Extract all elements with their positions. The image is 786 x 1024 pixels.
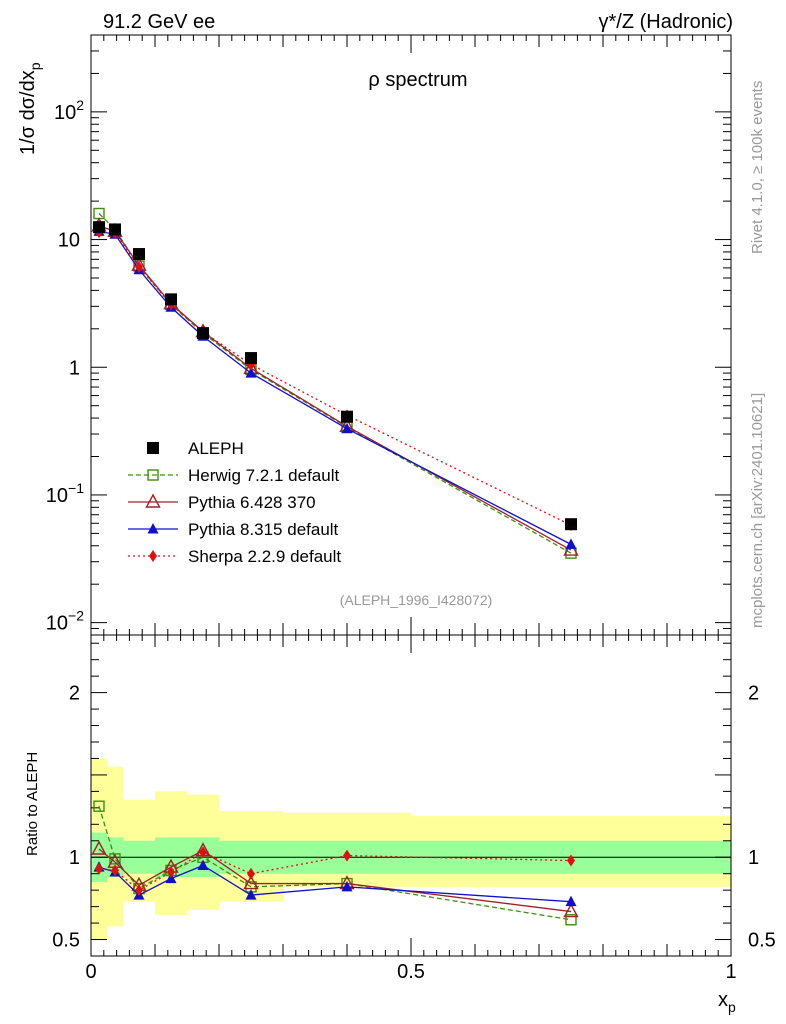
ratio-point — [167, 866, 175, 879]
ratio-tick-label-left: 0.5 — [52, 930, 80, 952]
ratio-point — [93, 800, 105, 812]
series-point — [565, 538, 577, 549]
data-point — [565, 518, 577, 531]
ratio-tick-label-left: 1 — [69, 847, 80, 869]
analysis-id: (ALEPH_1996_I428072) — [340, 592, 493, 608]
ratio-point — [245, 889, 257, 900]
ratio-point — [91, 840, 107, 855]
ratio-y-axis-label: Ratio to ALEPH — [24, 752, 41, 856]
main-panel-frame — [90, 34, 732, 636]
series-point — [135, 260, 143, 273]
rivet-version-label: Rivet 4.1.0, ≥ 100k events — [749, 81, 766, 254]
y-axis-label-sub: p — [27, 62, 43, 70]
data-point — [93, 221, 105, 234]
ratio-point — [199, 846, 207, 859]
series-line — [98, 230, 572, 545]
ratio-series-line — [98, 851, 572, 891]
ratio-tick-label-right: 0.5 — [748, 930, 776, 952]
legend-marker — [147, 442, 159, 454]
y-axis-label: 1/σ dσ/dxp — [17, 62, 43, 155]
series-point — [341, 422, 353, 434]
ratio-point — [111, 864, 119, 877]
ratio-point — [565, 914, 577, 926]
legend-label: Pythia 8.315 default — [188, 520, 339, 539]
x-tick-label: 0 — [85, 961, 96, 983]
data-point — [165, 293, 177, 306]
y-tick-label: 10−1 — [46, 480, 84, 507]
mcplots-label: mcplots.cern.ch [arXiv:2401.10621] — [749, 393, 766, 628]
series-point — [245, 367, 257, 378]
x-axis-label: xp — [718, 989, 736, 1015]
y-tick-label: 1 — [69, 357, 80, 379]
x-axis-label-main: x — [718, 989, 728, 1011]
data-point — [133, 248, 145, 261]
y-tick-label: 10 — [58, 230, 80, 252]
series-point — [563, 541, 579, 556]
legend-label: Pythia 6.428 370 — [188, 493, 316, 512]
data-point — [197, 327, 209, 340]
ratio-point — [565, 895, 577, 907]
ratio-point — [247, 867, 255, 880]
data-point — [109, 223, 121, 236]
x-axis-label-sub: p — [728, 999, 736, 1015]
y-axis-label-main: 1/σ dσ/dx — [17, 70, 39, 155]
x-tick-label: 1 — [725, 961, 736, 983]
ratio-series-line — [98, 848, 572, 913]
ratio-tick-label-right: 2 — [748, 683, 759, 705]
legend-label: Herwig 7.2.1 default — [188, 466, 339, 485]
ratio-point — [197, 859, 209, 870]
series-line — [98, 213, 572, 554]
ratio-point — [343, 849, 351, 862]
ratio-point — [95, 862, 103, 875]
ratio-point — [341, 880, 353, 892]
ratio-panel-frame — [90, 634, 732, 957]
ratio-series-line — [98, 806, 572, 921]
legend-label: Sherpa 2.2.9 default — [188, 547, 341, 566]
ratio-point — [567, 854, 575, 867]
data-point — [341, 410, 353, 423]
y-tick-label: 102 — [54, 97, 84, 124]
legend-marker — [149, 550, 157, 562]
main-panel — [90, 34, 732, 636]
energy-label: 91.2 GeV ee — [103, 11, 215, 33]
chart-title: ρ spectrum — [368, 69, 467, 91]
ratio-tick-label-right: 1 — [748, 847, 759, 869]
ratio-point — [563, 903, 579, 918]
ratio-point — [243, 875, 259, 890]
process-label: γ*/Z (Hadronic) — [599, 11, 733, 33]
legend: ALEPH Herwig 7.2.1 default Pythia 6.428 37… — [128, 439, 341, 566]
legend-label: ALEPH — [188, 439, 244, 458]
ratio-panel — [90, 635, 732, 957]
legend-marker — [147, 469, 159, 481]
legend-marker — [145, 493, 161, 508]
x-tick-label: 0.5 — [397, 961, 425, 983]
ratio-tick-label-left: 2 — [69, 683, 80, 705]
y-tick-label: 10−2 — [46, 608, 84, 635]
data-point — [245, 352, 257, 365]
ratio-point — [135, 884, 143, 897]
legend-marker — [147, 523, 159, 534]
